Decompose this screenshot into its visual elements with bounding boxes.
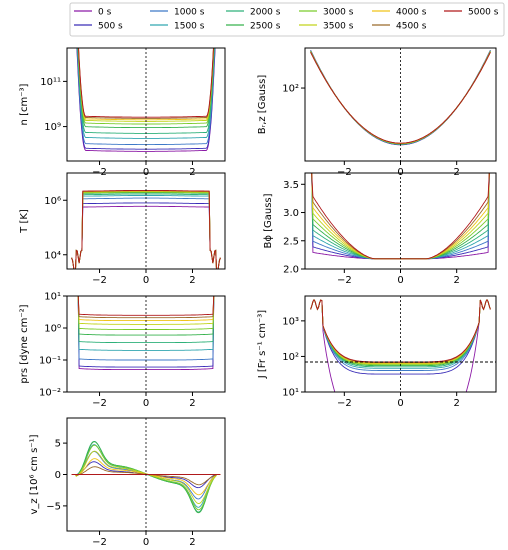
y-tick-label: 3.0 xyxy=(283,208,299,219)
series-2500s xyxy=(71,48,221,129)
y-tick-label: 3.5 xyxy=(283,180,299,191)
legend-frame xyxy=(69,2,505,37)
legend-label: 3000 s xyxy=(323,8,354,18)
series-3500s xyxy=(77,296,215,325)
y-tick-label: 10¹¹ xyxy=(40,77,61,88)
legend: 0 s 500 s 1000 s 1500 s 2000 s 2500 s 3000 s 35… xyxy=(69,2,505,37)
legend-label: 500 s xyxy=(98,22,123,32)
x-tick-label: 2 xyxy=(453,275,459,286)
y-tick-label: 10² xyxy=(282,352,299,363)
series-2000s xyxy=(310,298,491,368)
x-tick-label: 0 xyxy=(397,398,403,409)
x-tick-label: 0 xyxy=(143,398,149,409)
series-500s xyxy=(77,296,215,368)
series-2000s xyxy=(77,296,215,344)
x-tick-label: −2 xyxy=(337,398,352,409)
series-1500s xyxy=(71,195,221,269)
y-axis-label: v_z [10⁶ cm s⁻¹] xyxy=(29,434,40,514)
legend-label: 4500 s xyxy=(396,22,427,32)
series-3000s xyxy=(71,191,221,269)
series-1500s xyxy=(71,48,221,139)
y-tick-label: 10³ xyxy=(282,316,299,327)
series-1500s xyxy=(77,296,215,351)
x-tick-label: −2 xyxy=(337,275,352,286)
y-tick-label: 10⁶ xyxy=(44,196,61,207)
panel-bphi: −2 0 2 2.0 2.5 3.0 3.5 Bϕ [Gauss] xyxy=(263,172,497,286)
series-4000s xyxy=(71,458,221,496)
y-tick-label: −5 xyxy=(46,501,61,512)
plot-area xyxy=(71,189,221,269)
y-tick-label: 2.5 xyxy=(283,236,299,247)
series-4500s xyxy=(71,48,221,119)
y-axis-label: prs [dyne cm⁻²] xyxy=(19,304,30,383)
x-tick-label: 0 xyxy=(143,275,149,286)
y-tick-label: 10¹ xyxy=(44,292,61,303)
y-tick-label: 10⁴ xyxy=(44,250,61,261)
series-2500s xyxy=(71,192,221,269)
series-3500s xyxy=(71,191,221,269)
y-tick-label: 2.0 xyxy=(283,265,299,276)
panel-J: −2 0 2 10¹ 10² 10³ J [Fr s⁻¹ cm⁻³] xyxy=(257,295,497,409)
legend-label: 5000 s xyxy=(468,8,499,18)
x-tick-label: −2 xyxy=(92,537,107,548)
series-0s xyxy=(71,48,221,152)
y-tick-label: 0 xyxy=(55,470,61,481)
x-tick-label: −2 xyxy=(92,398,107,409)
series-500s xyxy=(310,298,491,375)
series-2500s xyxy=(77,296,215,336)
legend-label: 1000 s xyxy=(174,8,205,18)
x-tick-label: −2 xyxy=(92,275,107,286)
y-tick-label: 10² xyxy=(282,84,299,95)
legend-label: 4000 s xyxy=(396,8,427,18)
series-4000s xyxy=(71,48,221,121)
series-5000s xyxy=(77,296,215,316)
panel-T: −2 0 2 10⁴ 10⁶ T [K] xyxy=(19,172,226,286)
y-tick-label: 10⁹ xyxy=(44,122,61,133)
legend-label: 1500 s xyxy=(174,22,205,32)
x-tick-label: 0 xyxy=(143,537,149,548)
y-axis-label: Bᵣ,z [Gauss] xyxy=(257,75,268,135)
y-tick-label: 10⁰ xyxy=(44,324,61,335)
legend-label: 0 s xyxy=(98,8,112,18)
legend-label: 2000 s xyxy=(250,8,281,18)
panel-prs: −2 0 2 10⁻² 10⁻¹ 10⁰ 10¹ prs [dyne cm⁻²] xyxy=(19,292,226,409)
series-1000s xyxy=(310,298,491,371)
x-tick-label: 2 xyxy=(189,537,195,548)
y-axis-label: Bϕ [Gauss] xyxy=(263,193,274,248)
legend-label: 3500 s xyxy=(323,22,354,32)
y-axis-label: T [K] xyxy=(19,209,30,234)
legend-label: 2500 s xyxy=(250,22,281,32)
y-tick-label: 10⁻¹ xyxy=(39,356,61,367)
series-5000s xyxy=(310,52,491,144)
y-tick-label: 10⁻² xyxy=(39,388,61,399)
x-tick-label: 2 xyxy=(453,398,459,409)
x-tick-label: 2 xyxy=(189,398,195,409)
x-tick-label: 2 xyxy=(189,275,195,286)
y-tick-label: 5 xyxy=(55,439,61,450)
x-tick-label: 0 xyxy=(397,275,403,286)
y-axis-label: n [cm⁻³] xyxy=(19,83,30,125)
y-tick-label: 10¹ xyxy=(282,388,299,399)
y-axis-label: J [Fr s⁻¹ cm⁻³] xyxy=(257,310,268,380)
